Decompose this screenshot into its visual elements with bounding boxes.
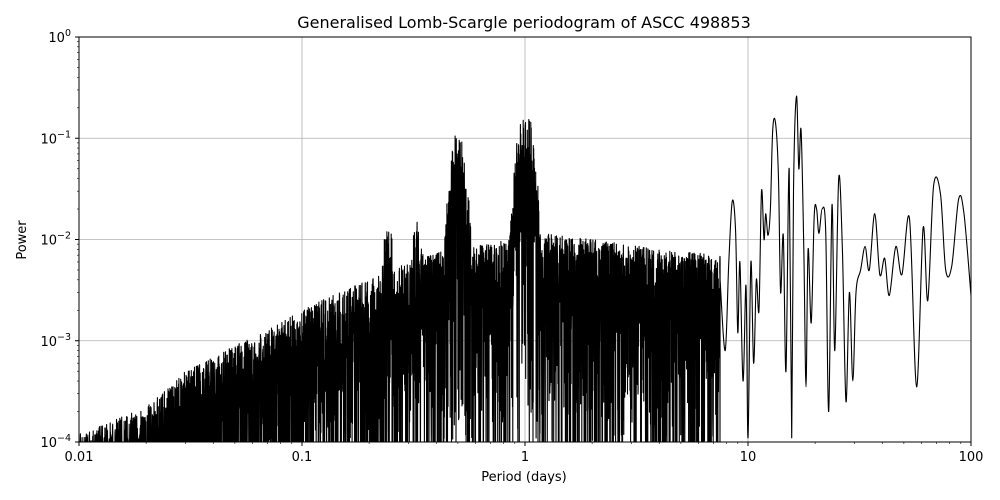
x-tick-label: 10 bbox=[740, 450, 757, 465]
y-tick-label: 10−2 bbox=[40, 231, 71, 249]
y-tick-label: 10−3 bbox=[40, 332, 71, 350]
y-tick-label: 100 bbox=[48, 28, 71, 46]
x-axis-ticks: 0.01 0.1 1 10 100 bbox=[65, 442, 984, 465]
y-axis-ticks: 100 10−1 10−2 10−3 10−4 bbox=[40, 28, 79, 451]
x-axis-label: Period (days) bbox=[481, 470, 567, 485]
x-tick-label: 100 bbox=[959, 450, 984, 465]
x-tick-label: 0.1 bbox=[292, 450, 313, 465]
y-axis-label: Power bbox=[15, 220, 30, 260]
periodogram-series bbox=[79, 95, 971, 442]
y-tick-label: 10−1 bbox=[40, 129, 71, 147]
x-tick-label: 1 bbox=[521, 450, 529, 465]
x-tick-label: 0.01 bbox=[65, 450, 94, 465]
y-tick-label: 10−4 bbox=[40, 433, 71, 451]
chart-title: Generalised Lomb-Scargle periodogram of … bbox=[297, 13, 751, 32]
